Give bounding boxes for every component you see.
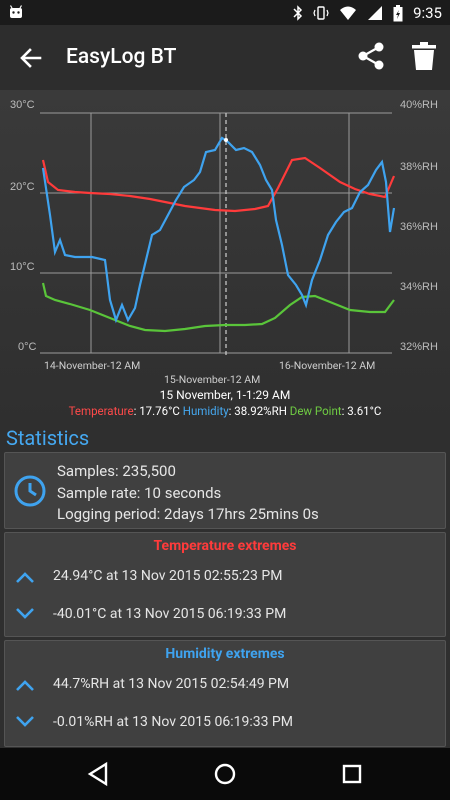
bluetooth-icon <box>293 5 303 21</box>
y-left-tick-20: 20°C <box>10 181 35 193</box>
app-bar: EasyLog BT <box>0 25 450 90</box>
x-tick-16-nov: 16-November-12 AM <box>279 359 376 372</box>
statistics-card: Samples: 235,500 Sample rate: 10 seconds… <box>4 452 446 529</box>
series-dewpoint-line <box>41 282 395 333</box>
android-icon <box>9 5 23 18</box>
y-right-tick-34: 34%RH <box>400 281 438 293</box>
temperature-extremes-title: Temperature extremes <box>153 538 297 554</box>
chart-grid <box>40 112 392 354</box>
delete-icon[interactable] <box>410 41 438 71</box>
clock-icon <box>14 475 46 507</box>
clock-time: 9:35 <box>413 4 442 22</box>
nav-recents-icon[interactable] <box>338 760 366 788</box>
chart-legend: Temperature: 17.76°C Humidity: 38.92%RH … <box>0 404 450 418</box>
sample-rate-text: Sample rate: 10 seconds <box>57 484 222 502</box>
battery-icon <box>393 4 403 21</box>
legend-dewpoint-label: Dew Point <box>289 404 342 418</box>
legend-humidity-label: Humidity <box>182 404 229 418</box>
nav-back-icon[interactable] <box>84 760 112 788</box>
vibrate-icon <box>313 6 329 20</box>
cursor-time-label: 15 November, 1-1:29 AM <box>159 388 291 402</box>
x-tick-14-nov: 14-November-12 AM <box>44 359 141 372</box>
status-bar: 9:35 <box>0 0 450 25</box>
y-right-tick-38: 38%RH <box>400 161 438 173</box>
x-tick-15-nov: 15-November-12 AM <box>164 373 261 386</box>
signal-icon <box>368 6 383 20</box>
y-left-tick-30: 30°C <box>10 99 35 111</box>
legend-humidity-value: : 38.92%RH <box>228 404 287 418</box>
chart-area[interactable] <box>0 90 450 420</box>
chevron-down-icon <box>16 608 34 619</box>
humidity-extremes-title: Humidity extremes <box>165 646 285 662</box>
humidity-min-text: -0.01%RH at 13 Nov 2015 06:19:33 PM <box>53 714 293 730</box>
y-right-tick-36: 36%RH <box>400 221 438 233</box>
logging-period-text: Logging period: 2days 17hrs 25mins 0s <box>57 505 319 523</box>
humidity-extremes-card: Humidity extremes 44.7%RH at 13 Nov 2015… <box>4 640 446 747</box>
series-temperature-line <box>41 156 396 213</box>
samples-text: Samples: 235,500 <box>57 462 176 480</box>
line-chart[interactable]: 30°C 20°C 10°C 0°C 40%RH 38%RH 36%RH 34%… <box>0 90 450 390</box>
cursor-marker <box>224 138 228 142</box>
y-right-tick-40: 40%RH <box>400 99 438 111</box>
chevron-up-icon <box>16 680 34 691</box>
series-humidity-line <box>41 136 396 324</box>
y-left-tick-0: 0°C <box>18 341 37 353</box>
humidity-max-text: 44.7%RH at 13 Nov 2015 02:54:49 PM <box>53 676 290 692</box>
back-arrow-icon[interactable] <box>18 45 44 71</box>
y-left-tick-10: 10°C <box>10 261 35 273</box>
nav-home-icon[interactable] <box>211 760 239 788</box>
statistics-heading: Statistics <box>6 426 90 450</box>
navigation-bar <box>0 748 450 800</box>
wifi-icon <box>340 6 357 20</box>
legend-dewpoint-value: : 3.61°C <box>341 404 382 418</box>
legend-temperature-value: : 17.76°C <box>133 404 180 418</box>
app-title: EasyLog BT <box>66 45 177 69</box>
chevron-down-icon <box>16 716 34 727</box>
legend-temperature-label: Temperature <box>68 404 134 418</box>
share-icon[interactable] <box>356 41 386 71</box>
temperature-extremes-card: Temperature extremes 24.94°C at 13 Nov 2… <box>4 532 446 637</box>
temperature-max-text: 24.94°C at 13 Nov 2015 02:55:23 PM <box>53 568 283 584</box>
temperature-min-text: -40.01°C at 13 Nov 2015 06:19:33 PM <box>53 606 287 622</box>
y-right-tick-32: 32%RH <box>400 341 438 353</box>
chevron-up-icon <box>16 572 34 583</box>
